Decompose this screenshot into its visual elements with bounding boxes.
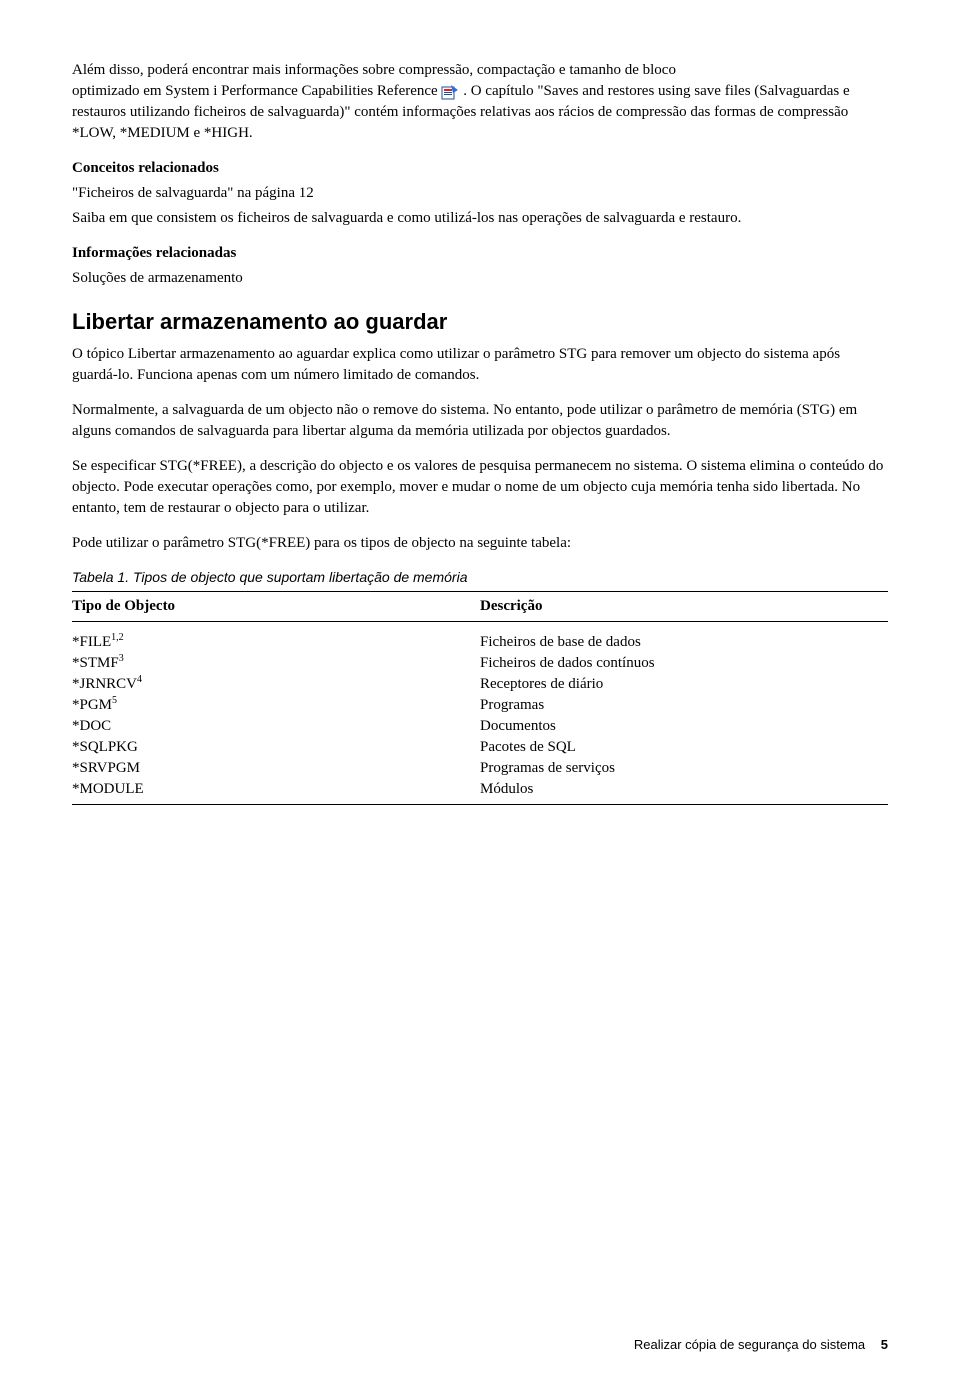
footer-page-number: 5 <box>881 1337 888 1352</box>
table-cell-desc: Módulos <box>480 779 888 800</box>
table-row: *STMF3Ficheiros de dados contínuos <box>72 653 888 674</box>
intro-text-a: Além disso, poderá encontrar mais inform… <box>72 62 676 78</box>
table-row: *SQLPKGPacotes de SQL <box>72 737 888 758</box>
table-cell-type: *FILE1,2 <box>72 622 480 654</box>
section-intro: O tópico Libertar armazenamento ao aguar… <box>72 344 888 386</box>
table-cell-desc: Programas <box>480 695 888 716</box>
table-row: *DOCDocumentos <box>72 716 888 737</box>
table-cell-type: *PGM5 <box>72 695 480 716</box>
table-cell-desc: Documentos <box>480 716 888 737</box>
table-cell-type: *STMF3 <box>72 653 480 674</box>
section-p4: Pode utilizar o parâmetro STG(*FREE) par… <box>72 533 888 554</box>
table-cell-type: *SQLPKG <box>72 737 480 758</box>
object-types-table: Tipo de Objecto Descrição *FILE1,2Fichei… <box>72 591 888 804</box>
section-p3: Se especificar STG(*FREE), a descrição d… <box>72 456 888 519</box>
related-info-link[interactable]: Soluções de armazenamento <box>72 268 888 289</box>
table-cell-desc: Receptores de diário <box>480 674 888 695</box>
table-cell-type: *JRNRCV4 <box>72 674 480 695</box>
related-info-heading: Informações relacionadas <box>72 243 888 264</box>
table-header-row: Tipo de Objecto Descrição <box>72 592 888 622</box>
related-concepts-link[interactable]: "Ficheiros de salvaguarda" na página 12 <box>72 183 888 204</box>
table-cell-desc: Pacotes de SQL <box>480 737 888 758</box>
table-caption: Tabela 1. Tipos de objecto que suportam … <box>72 568 888 588</box>
related-concepts-heading: Conceitos relacionados <box>72 158 888 179</box>
table-bottom-border <box>72 804 888 805</box>
table-row: *FILE1,2Ficheiros de base de dados <box>72 622 888 654</box>
table-row: *MODULEMódulos <box>72 779 888 800</box>
section-heading: Libertar armazenamento ao guardar <box>72 307 888 338</box>
intro-paragraph: Além disso, poderá encontrar mais inform… <box>72 60 888 144</box>
page-footer: Realizar cópia de segurança do sistema 5 <box>634 1336 888 1354</box>
intro-text-b: optimizado em System i Performance Capab… <box>72 83 438 99</box>
table-header-type: Tipo de Objecto <box>72 592 480 622</box>
table-cell-type: *MODULE <box>72 779 480 800</box>
table-row: *SRVPGMProgramas de serviços <box>72 758 888 779</box>
table-row: *PGM5Programas <box>72 695 888 716</box>
related-concepts-body: Saiba em que consistem os ficheiros de s… <box>72 208 888 229</box>
table-row: *JRNRCV4Receptores de diário <box>72 674 888 695</box>
table-cell-type: *DOC <box>72 716 480 737</box>
table-header-desc: Descrição <box>480 592 888 622</box>
footer-text: Realizar cópia de segurança do sistema <box>634 1337 865 1352</box>
pdf-icon <box>441 83 463 99</box>
table-cell-desc: Ficheiros de base de dados <box>480 622 888 654</box>
table-cell-type: *SRVPGM <box>72 758 480 779</box>
section-p2: Normalmente, a salvaguarda de um objecto… <box>72 400 888 442</box>
table-cell-desc: Programas de serviços <box>480 758 888 779</box>
table-cell-desc: Ficheiros de dados contínuos <box>480 653 888 674</box>
